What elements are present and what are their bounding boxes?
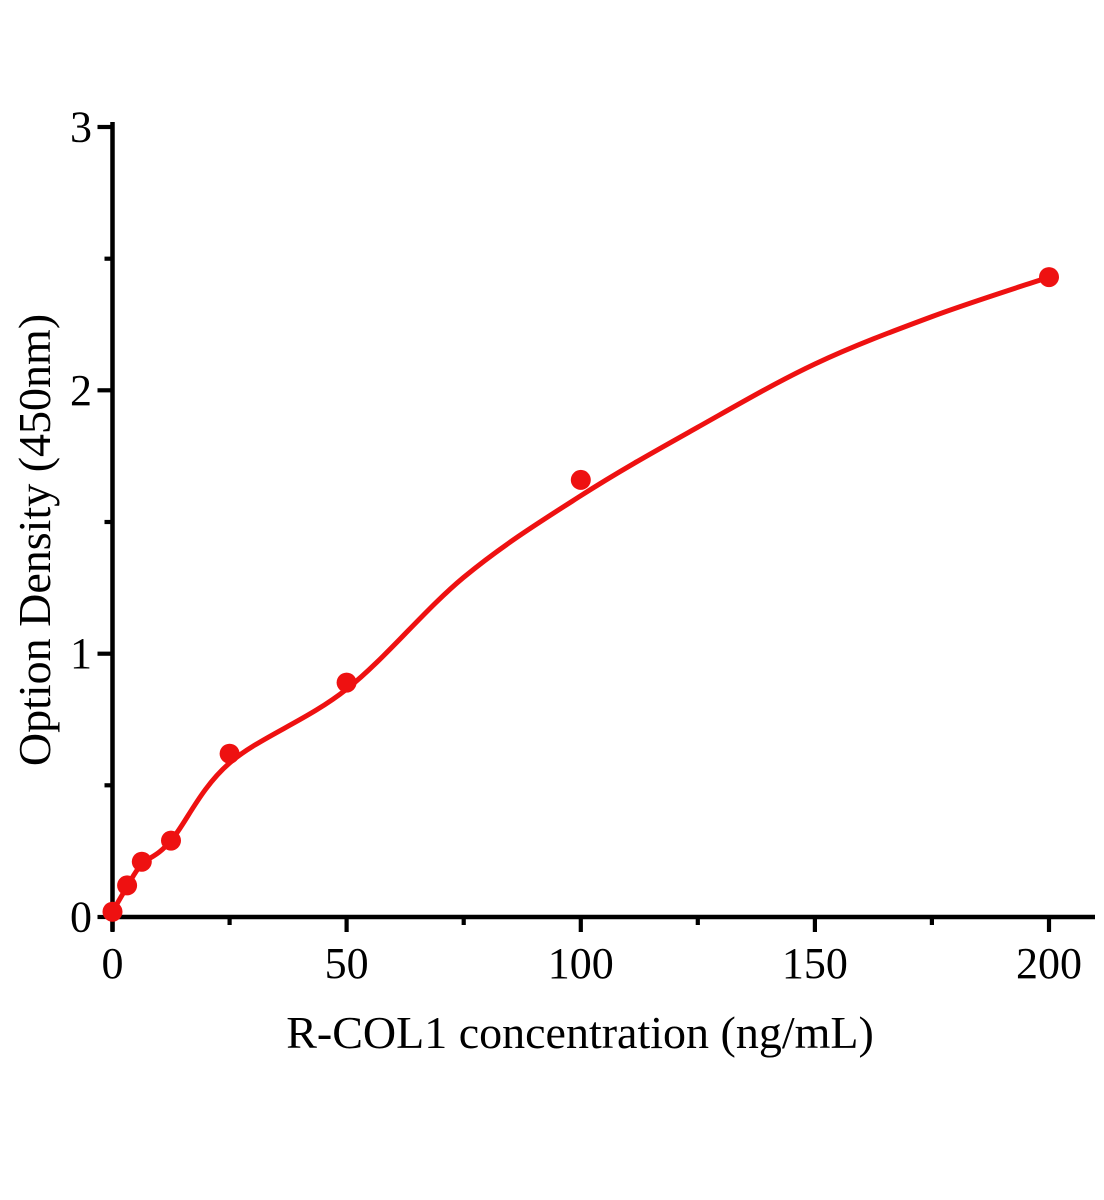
y-tick-label: 3 — [70, 103, 92, 152]
data-point-marker — [219, 743, 240, 764]
x-tick-label: 100 — [548, 939, 614, 988]
y-tick-label: 0 — [70, 893, 92, 942]
data-point-marker — [131, 851, 152, 872]
y-axis-title: Option Density (450nm) — [9, 314, 60, 766]
data-point-marker — [117, 875, 138, 896]
x-tick-label: 0 — [102, 939, 124, 988]
fit-curve — [110, 274, 1052, 915]
x-tick-label: 50 — [325, 939, 369, 988]
fit-curve-path — [110, 274, 1052, 915]
x-tick-label: 200 — [1016, 939, 1082, 988]
y-tick-label: 1 — [70, 629, 92, 678]
axes — [97, 122, 1095, 932]
y-tick-label: 2 — [70, 366, 92, 415]
data-point-marker — [570, 469, 591, 490]
x-tick-label: 150 — [782, 939, 848, 988]
x-axis-title: R-COL1 concentration (ng/mL) — [286, 1007, 874, 1058]
tick-labels: 0 50 100 150 200 0 1 2 3 — [70, 103, 1082, 989]
data-point-marker — [161, 830, 181, 851]
data-point-marker — [1039, 267, 1059, 288]
data-points — [102, 267, 1059, 922]
data-point-marker — [102, 901, 123, 922]
data-point-marker — [336, 672, 357, 693]
